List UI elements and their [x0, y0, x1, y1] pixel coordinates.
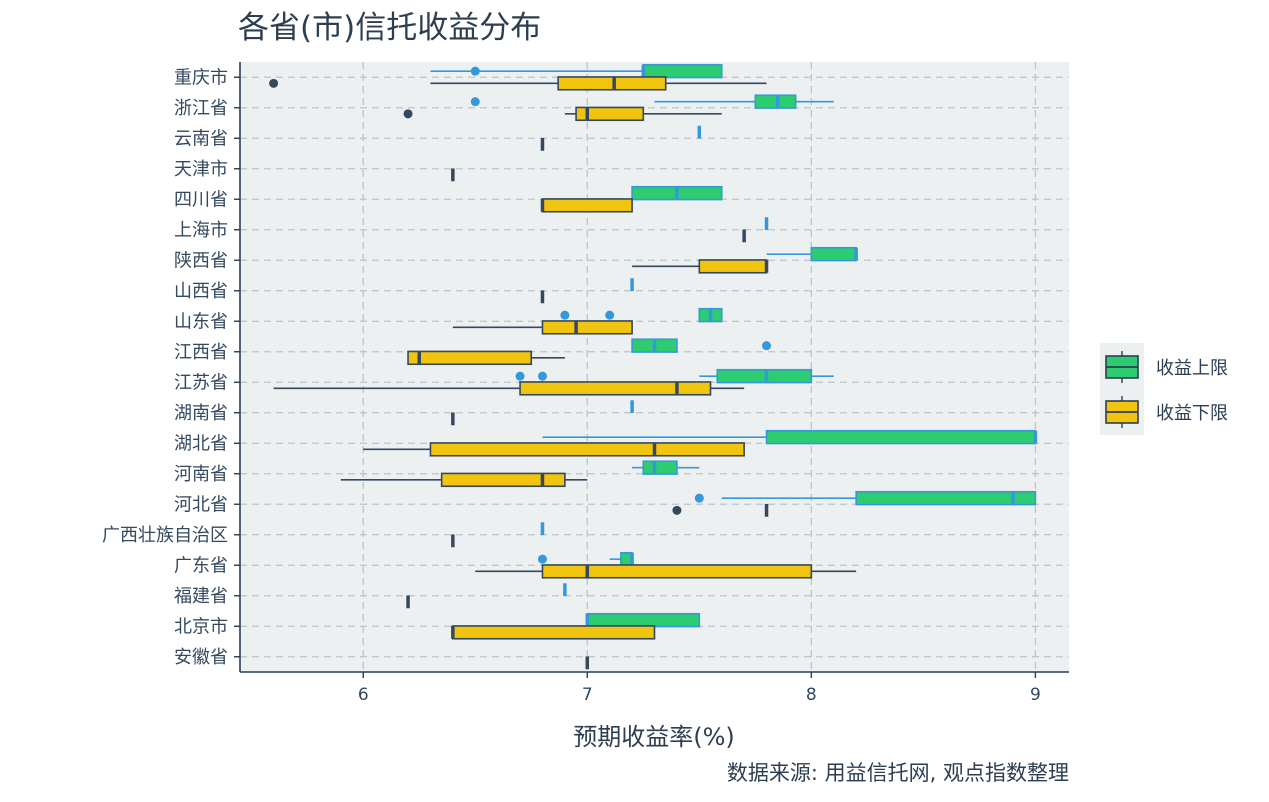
y-tick-label: 河南省: [174, 464, 228, 485]
outlier-point: [560, 310, 570, 320]
outlier-point: [470, 66, 480, 76]
y-tick-label: 重庆市: [174, 67, 228, 88]
y-tick-label: 山东省: [174, 311, 228, 332]
legend-label-upper: 收益上限: [1156, 358, 1228, 379]
box: [855, 490, 1037, 506]
y-tick-label: 江西省: [174, 342, 228, 363]
y-tick-label: 福建省: [174, 586, 228, 607]
box: [586, 612, 701, 628]
y-tick-label: 云南省: [174, 128, 228, 149]
x-tick-label: 6: [358, 685, 369, 705]
y-tick-label: 陕西省: [174, 250, 228, 271]
outlier-point: [515, 371, 525, 381]
box: [440, 472, 566, 488]
outlier-point: [762, 341, 772, 351]
y-tick-label: 江苏省: [174, 372, 228, 393]
axes: 重庆市浙江省云南省天津市四川省上海市陕西省山西省山东省江西省江苏省湖南省湖北省河…: [102, 62, 1069, 705]
y-tick-label: 安徽省: [174, 647, 228, 668]
legend-key-lower: [1105, 396, 1139, 428]
y-tick-label: 湖北省: [174, 433, 228, 454]
y-tick-label: 河北省: [174, 494, 228, 515]
y-tick-label: 北京市: [174, 616, 228, 637]
outlier-point: [672, 505, 682, 515]
box: [541, 198, 633, 213]
legend-label-lower: 收益下限: [1156, 403, 1228, 424]
outlier-point: [403, 109, 413, 119]
y-tick-label: 广西壮族自治区: [102, 525, 228, 546]
outlier-point: [269, 78, 279, 88]
box-series: [269, 63, 1038, 670]
box: [642, 63, 723, 79]
plot-background: [240, 62, 1069, 672]
x-axis-label: 预期收益率(%): [573, 723, 735, 751]
box: [429, 442, 745, 457]
box: [810, 246, 857, 262]
box: [716, 368, 813, 384]
y-tick-label: 四川省: [174, 189, 228, 210]
legend: 收益上限 收益下限: [1100, 343, 1228, 435]
outlier-point: [537, 554, 547, 564]
box: [557, 76, 667, 91]
box: [754, 94, 797, 109]
x-tick-label: 9: [1030, 685, 1041, 705]
box: [452, 625, 656, 640]
y-tick-label: 山西省: [174, 281, 228, 302]
y-tick-label: 湖南省: [174, 403, 228, 424]
x-tick-label: 8: [806, 685, 817, 705]
y-tick-label: 广东省: [174, 555, 228, 576]
box: [698, 259, 768, 274]
legend-key-upper: [1105, 351, 1139, 383]
outlier-point: [537, 371, 547, 381]
series-1: [269, 76, 857, 670]
box: [642, 460, 678, 475]
chart-title: 各省(市)信托收益分布: [238, 10, 541, 46]
box: [541, 564, 813, 579]
box: [519, 381, 712, 396]
box: [765, 429, 1037, 445]
chart-caption: 数据来源: 用益信托网, 观点指数整理: [727, 761, 1069, 785]
y-tick-label: 上海市: [174, 220, 228, 241]
box: [541, 320, 633, 335]
box: [407, 350, 533, 366]
outlier-point: [694, 493, 704, 503]
outlier-point: [470, 97, 480, 107]
x-tick-label: 7: [582, 685, 593, 705]
y-tick-label: 天津市: [174, 159, 228, 180]
outlier-point: [605, 310, 615, 320]
y-tick-label: 浙江省: [174, 98, 228, 119]
box: [575, 106, 645, 122]
series-0: [430, 63, 1038, 628]
